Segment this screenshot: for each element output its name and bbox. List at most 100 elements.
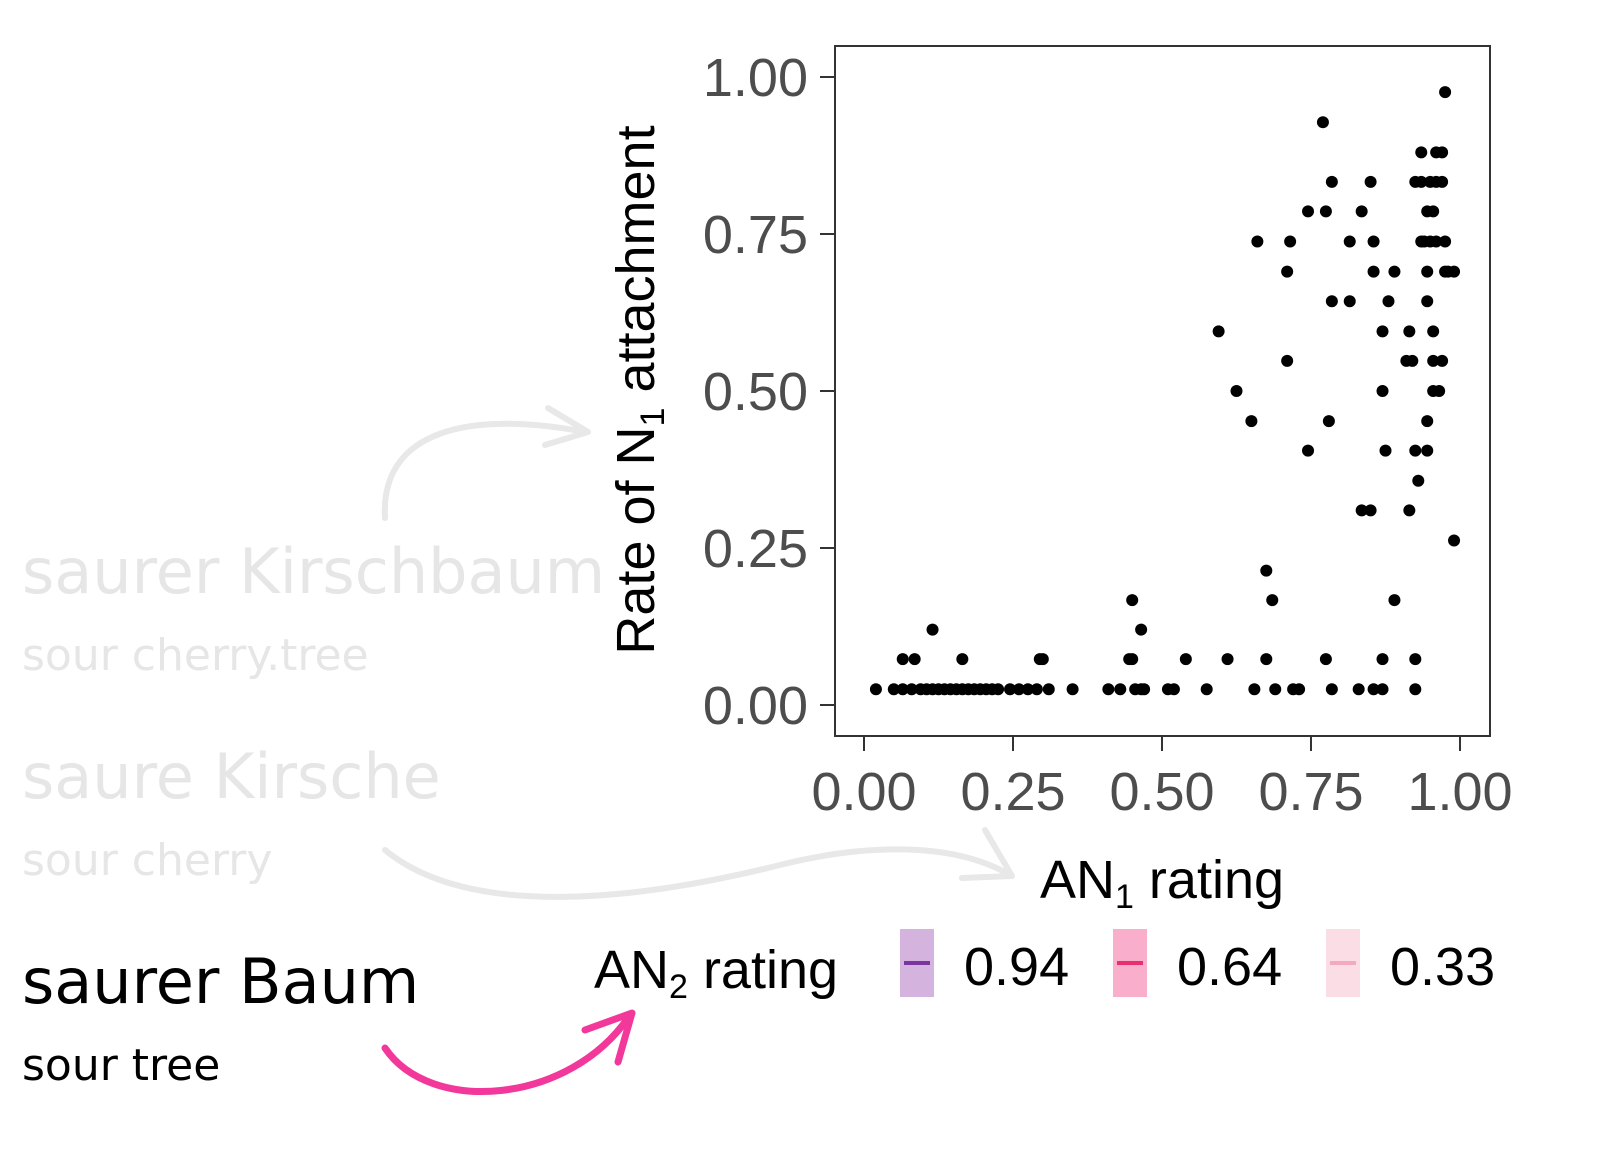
data-point-24	[1102, 683, 1115, 696]
data-point-53	[1409, 653, 1422, 666]
active-arrowhead-to-legend	[581, 1009, 636, 1066]
y-tick-label-3: 0.75	[703, 205, 808, 265]
data-point-84	[1427, 325, 1440, 338]
legend-title-rest: rating	[688, 940, 838, 1000]
data-point-43	[956, 653, 969, 666]
data-point-67	[1409, 444, 1422, 457]
data-point-113	[1415, 175, 1428, 188]
y-tick-label-0: 0.00	[703, 676, 808, 736]
data-point-111	[1364, 175, 1377, 188]
y-axis-ticks: 0.00 0.25 0.50 0.75 1.00	[703, 48, 835, 736]
data-point-99	[1367, 235, 1380, 248]
data-point-23	[1066, 683, 1079, 696]
data-point-61	[1355, 504, 1368, 517]
data-point-85	[1325, 295, 1338, 308]
data-point-117	[1415, 146, 1428, 159]
data-point-59	[1260, 564, 1273, 577]
data-point-66	[1379, 444, 1392, 457]
data-point-68	[1421, 444, 1434, 457]
data-point-70	[1322, 415, 1335, 428]
legend-item-1: 0.94	[900, 929, 1069, 997]
data-point-38	[1367, 683, 1380, 696]
data-point-54	[926, 623, 939, 636]
data-point-65	[1302, 444, 1315, 457]
data-point-105	[1302, 205, 1315, 218]
data-point-45	[1036, 653, 1049, 666]
x-tick-label-4: 1.00	[1407, 762, 1512, 822]
data-point-96	[1251, 235, 1264, 248]
x-axis-title: AN1 rating	[1040, 850, 1284, 916]
data-point-25	[1114, 683, 1127, 696]
y-tick-label-2: 0.50	[703, 362, 808, 422]
data-point-36	[1325, 683, 1338, 696]
data-point-109	[1427, 205, 1440, 218]
data-point-81	[1212, 325, 1225, 338]
data-point-76	[1281, 354, 1294, 367]
data-point-104	[1439, 235, 1452, 248]
data-point-90	[1367, 265, 1380, 278]
data-point-19	[1012, 683, 1025, 696]
x-tick-label-0: 0.00	[811, 762, 916, 822]
legend-item-3: 0.33	[1326, 929, 1495, 997]
faded-arrow-to-x-axis	[382, 846, 1013, 900]
data-point-48	[1179, 653, 1192, 666]
data-point-107	[1355, 205, 1368, 218]
faded-arrowhead-to-x-axis	[959, 827, 1015, 881]
data-point-30	[1167, 683, 1180, 696]
legend-title-sub: 2	[669, 968, 688, 1006]
data-point-103	[1430, 235, 1443, 248]
y-axis-title-sub: 1	[634, 408, 672, 427]
data-point-21	[1030, 683, 1043, 696]
data-point-79	[1427, 354, 1440, 367]
phrase-german-3: saurer Baum	[22, 945, 420, 1018]
y-tick-label-1: 0.25	[703, 519, 808, 579]
legend-item-2: 0.64	[1113, 929, 1282, 997]
data-point-69	[1245, 415, 1258, 428]
legend-items: 0.94 0.64 0.33	[900, 929, 1495, 997]
data-point-40	[1409, 683, 1422, 696]
data-point-64	[1412, 474, 1425, 487]
y-axis-title-rest: attachment	[606, 125, 666, 407]
faded-arrow-to-y-axis	[381, 420, 588, 521]
data-point-51	[1319, 653, 1332, 666]
data-point-31	[1200, 683, 1213, 696]
data-point-95	[1448, 265, 1461, 278]
phrase-english-2: sour cherry	[22, 835, 273, 886]
data-point-106	[1319, 205, 1332, 218]
data-points	[869, 86, 1461, 696]
data-point-35	[1293, 683, 1306, 696]
data-point-87	[1382, 295, 1395, 308]
data-point-63	[1403, 504, 1416, 517]
data-point-88	[1421, 295, 1434, 308]
x-axis-title-rest: rating	[1134, 850, 1284, 910]
x-axis-ticks: 0.00 0.25 0.50 0.75 1.00	[811, 736, 1513, 822]
data-point-120	[1316, 116, 1329, 129]
legend-title: AN2 rating	[594, 940, 838, 1006]
data-point-98	[1343, 235, 1356, 248]
data-point-97	[1284, 235, 1297, 248]
data-point-22	[1042, 683, 1055, 696]
data-point-91	[1388, 265, 1401, 278]
data-point-18	[1004, 683, 1017, 696]
x-axis-title-sub: 1	[1115, 878, 1134, 916]
data-point-52	[1376, 653, 1389, 666]
data-point-73	[1376, 385, 1389, 397]
data-point-33	[1269, 683, 1282, 696]
data-point-55	[1135, 623, 1148, 636]
data-point-42	[908, 653, 921, 666]
phrase-german-1: saurer Kirschbaum	[22, 535, 606, 608]
data-point-57	[1266, 594, 1279, 607]
data-point-50	[1260, 653, 1273, 666]
data-point-121	[1439, 86, 1452, 99]
data-point-86	[1343, 295, 1356, 308]
data-point-80	[1436, 354, 1449, 367]
data-point-56	[1126, 594, 1139, 607]
legend-label-3: 0.33	[1390, 937, 1495, 997]
active-arrow-to-legend	[381, 1011, 634, 1095]
phrase-english-1: sour cherry.tree	[22, 630, 369, 681]
data-point-71	[1421, 415, 1434, 428]
data-point-116	[1436, 175, 1449, 188]
data-point-60	[1448, 534, 1461, 547]
